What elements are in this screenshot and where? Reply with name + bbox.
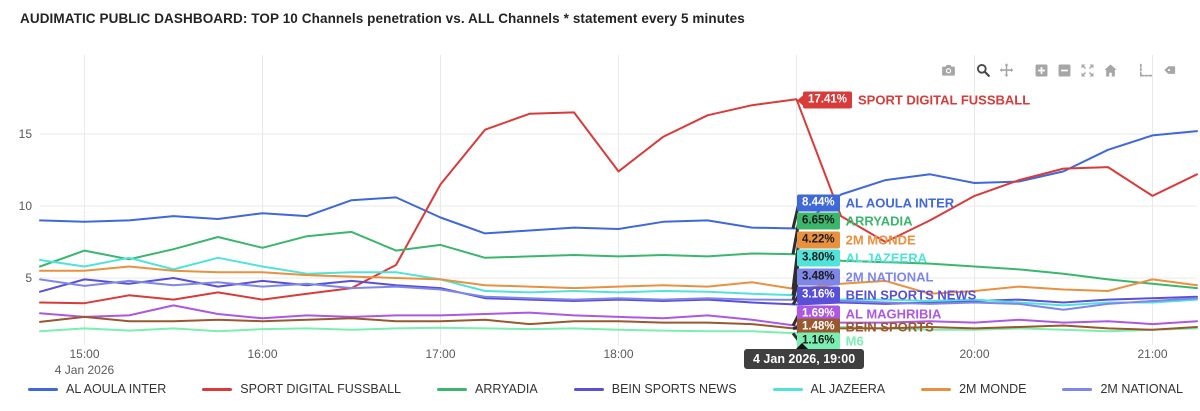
badge-channel-name: M6 — [845, 333, 864, 349]
series-line-al-jazeera[interactable] — [39, 256, 1198, 307]
badge-value: 1.69% — [797, 305, 840, 323]
value-badge: 3.48% 2M NATIONAL — [797, 268, 934, 286]
series-line-2m-national[interactable] — [39, 278, 1198, 311]
badge-channel-name: BEIN SPORTS — [845, 319, 934, 335]
legend-item-sport-digital-fussball[interactable]: SPORT DIGITAL FUSSBALL — [202, 382, 401, 396]
zoom-in-icon[interactable] — [1033, 62, 1050, 79]
badge-value: 4.22% — [797, 231, 840, 249]
badge-value: 17.41% — [803, 91, 853, 109]
legend-item-arryadia[interactable]: ARRYADIA — [436, 382, 538, 396]
value-badge: 6.65% ARRYADIA — [797, 212, 913, 230]
legend-swatch-icon — [436, 387, 467, 391]
zoom-out-icon[interactable] — [1056, 62, 1073, 79]
toggle-spikelines-icon[interactable] — [1137, 62, 1154, 79]
series-line-2m-monde[interactable] — [39, 265, 1198, 295]
series-line-al-aoula-inter[interactable] — [39, 130, 1198, 235]
legend-item-al-aoula-inter[interactable]: AL AOULA INTER — [28, 382, 166, 396]
series-line-m6[interactable] — [39, 326, 1198, 335]
badge-channel-name: BEIN SPORTS NEWS — [845, 287, 977, 303]
x-tick-label: 16:00 — [247, 347, 277, 361]
legend-swatch-icon — [28, 387, 58, 391]
legend-swatch-icon — [772, 387, 803, 391]
y-tick-label: 15 — [19, 127, 33, 141]
series-line-al-maghribia[interactable] — [39, 304, 1198, 327]
x-tick-label: 18:00 — [603, 347, 633, 361]
badge-channel-name: ARRYADIA — [845, 213, 913, 229]
value-badge: 17.41% SPORT DIGITAL FUSSBALL — [797, 91, 1031, 109]
x-tick-label: 15:00 — [69, 347, 99, 361]
x-axis-date-label: 4 Jan 2026 — [55, 363, 115, 377]
value-badge: 1.16% M6 — [797, 332, 864, 350]
y-tick-label: 10 — [19, 199, 33, 213]
hover-tooltip: 4 Jan 2026, 19:00 — [744, 343, 865, 369]
badge-arrow-icon — [797, 94, 804, 106]
legend-swatch-icon — [573, 387, 604, 391]
pan-icon[interactable] — [998, 62, 1015, 79]
value-badge: 4.22% 2M MONDE — [797, 231, 916, 249]
legend-swatch-icon — [202, 387, 233, 391]
x-tick-label: 20:00 — [959, 347, 989, 361]
legend-item-bein-sports-news[interactable]: BEIN SPORTS NEWS — [573, 382, 737, 396]
legend-item-al-jazeera[interactable]: AL JAZEERA — [772, 382, 886, 396]
legend-swatch-icon — [921, 387, 952, 391]
value-badge: 3.16% BEIN SPORTS NEWS — [797, 286, 977, 304]
page-title: AUDIMATIC PUBLIC DASHBOARD: TOP 10 Chann… — [20, 11, 745, 26]
badge-channel-name: AL JAZEERA — [845, 250, 927, 266]
legend-item-2m-monde[interactable]: 2M MONDE — [921, 382, 1026, 396]
series-line-arryadia[interactable] — [39, 230, 1198, 290]
series-line-sport-digital-fussball[interactable] — [39, 98, 1198, 305]
legend-label: SPORT DIGITAL FUSSBALL — [240, 382, 401, 396]
value-badge: 1.69% AL MAGHRIBIA — [797, 305, 942, 323]
value-badge: 1.48% BEIN SPORTS — [797, 318, 934, 336]
autoscale-icon[interactable] — [1079, 62, 1096, 79]
badge-channel-name: 2M NATIONAL — [845, 269, 934, 285]
legend-label: 2M MONDE — [959, 382, 1027, 396]
badge-channel-name: AL AOULA INTER — [845, 195, 955, 211]
x-tick-label: 21:00 — [1137, 347, 1167, 361]
download-plot-icon[interactable] — [940, 62, 957, 79]
badge-value: 3.80% — [797, 249, 840, 267]
badge-value: 8.44% — [797, 194, 840, 212]
value-badge: 8.44% AL AOULA INTER — [797, 194, 955, 212]
plotly-modebar — [925, 62, 1180, 79]
reset-axes-icon[interactable] — [1102, 62, 1119, 79]
badge-value: 6.65% — [797, 212, 840, 230]
legend-label: BEIN SPORTS NEWS — [611, 382, 737, 396]
badge-channel-name: SPORT DIGITAL FUSSBALL — [858, 92, 1031, 108]
badge-value: 1.48% — [797, 318, 840, 336]
badge-channel-name: AL MAGHRIBIA — [845, 306, 942, 322]
legend-item-2m-national[interactable]: 2M NATIONAL — [1062, 382, 1183, 396]
badge-value: 3.48% — [797, 268, 840, 286]
hover-closest-icon[interactable] — [1160, 62, 1177, 79]
legend-label: 2M NATIONAL — [1100, 382, 1183, 396]
chart-legend: AL AOULA INTER SPORT DIGITAL FUSSBALL ARRY… — [28, 382, 1190, 396]
badge-channel-name: 2M MONDE — [845, 232, 916, 248]
value-badge: 3.80% AL JAZEERA — [797, 249, 927, 267]
zoom-icon[interactable] — [975, 62, 992, 79]
y-tick-label: 5 — [25, 271, 32, 285]
x-tick-label: 17:00 — [425, 347, 455, 361]
legend-label: AL AOULA INTER — [66, 382, 167, 396]
series-line-bein-sports[interactable] — [39, 315, 1198, 331]
legend-label: ARRYADIA — [474, 382, 538, 396]
badge-value: 3.16% — [797, 286, 840, 304]
legend-label: AL JAZEERA — [810, 382, 886, 396]
legend-swatch-icon — [1062, 387, 1093, 391]
